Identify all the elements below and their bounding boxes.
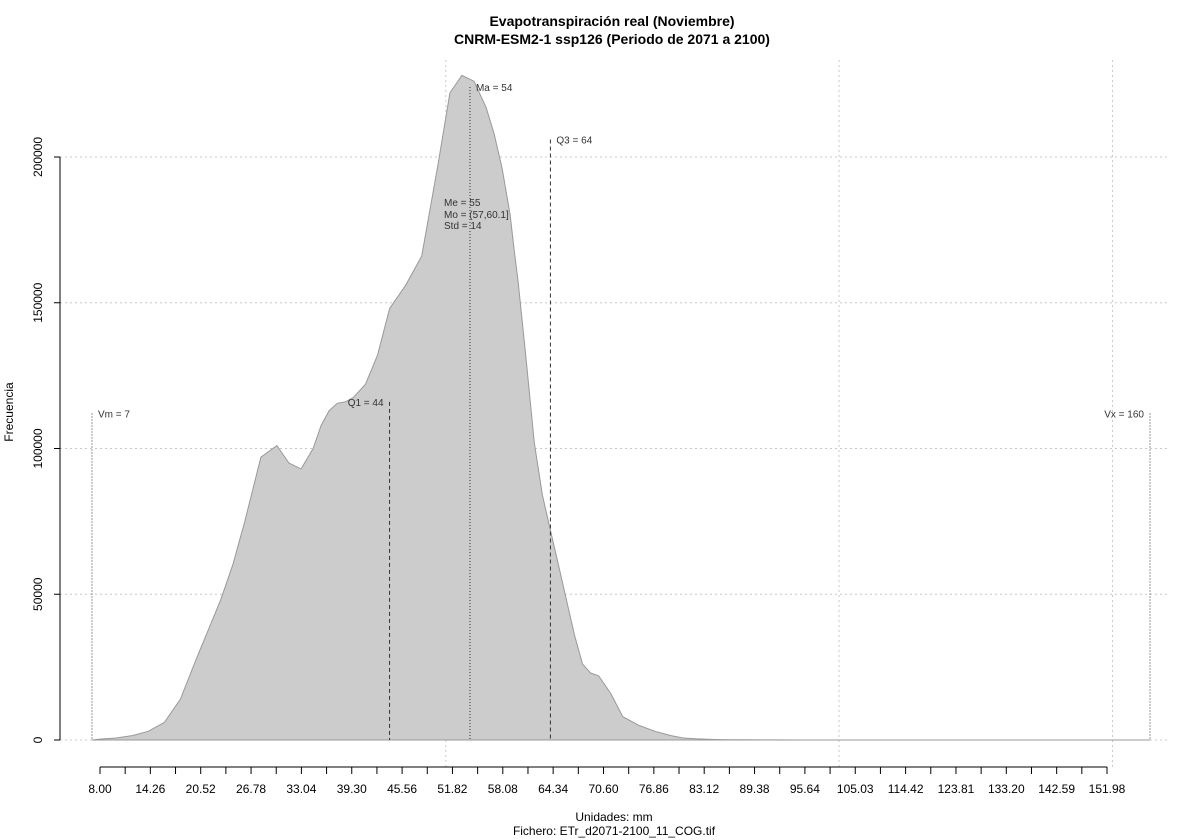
x-axis-label: Unidades: mm: [575, 810, 652, 824]
q3-marker-label: Q3 = 64: [556, 136, 592, 147]
ma-marker-label: Ma = 54: [476, 83, 513, 94]
x-tick-label: 114.42: [888, 782, 924, 796]
y-tick-label: 100000: [31, 428, 45, 468]
x-axis: 8.00 14.26 20.52 26.78 33.04 39.30 45.56 51.82 5…: [88, 767, 1126, 796]
x-tick-label: 33.04: [286, 782, 316, 796]
x-tick-label: 89.38: [740, 782, 770, 796]
vm-marker-label: Vm = 7: [98, 410, 130, 421]
x-tick-label: 151.98: [1089, 782, 1126, 796]
y-axis-label: Frecuencia: [2, 382, 16, 442]
x-tick-label: 105.03: [837, 782, 874, 796]
x-tick-label: 76.86: [639, 782, 669, 796]
x-tick-label: 26.78: [236, 782, 266, 796]
x-tick-label: 133.20: [988, 782, 1025, 796]
chart-subtitle: CNRM-ESM2-1 ssp126 (Periodo de 2071 a 21…: [454, 31, 770, 47]
density-area: [91, 74, 1150, 741]
density-area-path: [91, 74, 1150, 741]
x-tick-label: 20.52: [186, 782, 216, 796]
y-tick-label: 200000: [31, 137, 45, 177]
x-tick-label: 45.56: [387, 782, 417, 796]
x-tick-label: 123.81: [938, 782, 975, 796]
x-tick-label: 51.82: [437, 782, 467, 796]
y-axis: 0 50000 100000 150000 200000: [31, 137, 60, 743]
chart-title: Evapotranspiración real (Noviembre): [489, 13, 734, 29]
std-label: Std = 14: [444, 221, 482, 232]
vx-marker-label: Vx = 160: [1104, 410, 1144, 421]
x-tick-label: 64.34: [538, 782, 568, 796]
x-tick-label: 58.08: [488, 782, 518, 796]
q1-marker-label: Q1 = 44: [348, 398, 384, 409]
x-tick-label: 14.26: [135, 782, 165, 796]
median-label: Me = 55: [444, 198, 481, 209]
x-tick-label: 70.60: [588, 782, 618, 796]
statistic-markers: Vm = 7 Q1 = 44 Ma = 54 Q3 = 64 Vx = 160: [91, 83, 1151, 740]
y-tick-label: 0: [31, 736, 45, 743]
y-tick-label: 150000: [31, 282, 45, 322]
mode-label: Mo = (57,60.1]: [444, 210, 509, 221]
x-tick-label: 142.59: [1038, 782, 1075, 796]
x-tick-label: 83.12: [689, 782, 719, 796]
y-tick-label: 50000: [31, 577, 45, 611]
x-tick-label: 8.00: [88, 782, 112, 796]
x-tick-label: 95.64: [790, 782, 820, 796]
x-tick-label: 39.30: [337, 782, 367, 796]
file-caption: Fichero: ETr_d2071-2100_11_COG.tif: [513, 824, 716, 838]
